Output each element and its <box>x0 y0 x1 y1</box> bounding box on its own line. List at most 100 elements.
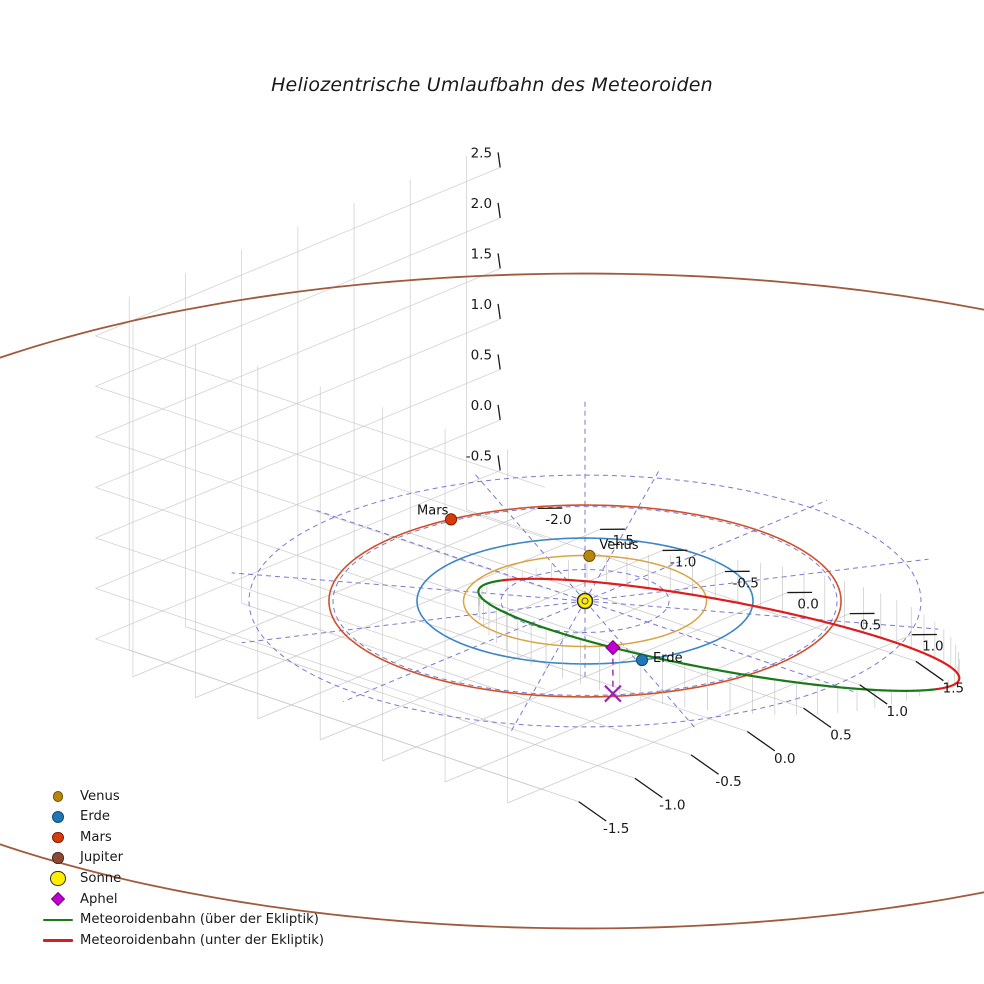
legend-item-meteoroidenbahn[interactable]: Meteoroidenbahn (unter der Ekliptik) <box>36 930 324 951</box>
legend-line-swatch <box>36 918 80 922</box>
axis-tick <box>859 684 888 705</box>
dot-marker-icon <box>52 790 64 802</box>
y-axis-tick-label: -1.0 <box>659 798 685 814</box>
polar-grid <box>231 399 939 734</box>
legend-item-label: Meteoroidenbahn (unter der Ekliptik) <box>80 932 325 948</box>
polar-grid-ray <box>241 600 586 644</box>
axis-tick <box>497 354 501 370</box>
legend-item-label: Meteoroidenbahn (über der Ekliptik) <box>80 912 319 928</box>
legend-item-label: Aphel <box>80 891 118 907</box>
legend: Venus Erde Mars Jupiter Sonne Aphel Meteoroide… <box>36 786 324 951</box>
y-axis-tick-label: 1.5 <box>943 681 964 697</box>
legend-item-meteoroidenbahn[interactable]: Meteoroidenbahn (über der Ekliptik) <box>36 910 324 931</box>
x-axis-tick-label: 0.5 <box>860 617 881 633</box>
legend-item-label: Venus <box>80 788 120 804</box>
z-axis-tick-label: 0.0 <box>471 398 492 414</box>
y-axis-tick-label: -1.5 <box>603 821 629 837</box>
pane-gridline <box>410 532 860 686</box>
polar-grid-ray <box>343 600 586 703</box>
orbit-marsbahn <box>328 504 842 698</box>
polar-grid-ray <box>316 509 586 602</box>
body-label-erde: Erde <box>653 651 683 666</box>
z-axis-tick-label: -0.5 <box>466 448 492 464</box>
polar-grid-ray <box>584 468 661 602</box>
legend-item-sonne[interactable]: Sonne <box>36 868 324 889</box>
y-axis-tick-label: 1.0 <box>886 704 907 720</box>
pane-gridline <box>241 602 692 756</box>
z-axis-tick-label: 0.5 <box>471 347 492 363</box>
z-axis-tick-label: 2.0 <box>471 196 492 212</box>
axis-tick <box>578 801 607 822</box>
orbit-jupiterbahn <box>0 272 984 930</box>
dot-marker-icon <box>50 871 66 887</box>
legend-item-erde[interactable]: Erde <box>36 807 324 828</box>
polar-grid-ray <box>584 499 827 602</box>
body-label-venus: Venus <box>599 538 638 553</box>
x-axis-tick-label: -1.5 <box>608 533 634 549</box>
grid-back <box>95 156 917 804</box>
line-swatch-icon <box>43 939 73 942</box>
diamond-marker-icon <box>50 892 66 907</box>
axis-tick <box>497 404 501 421</box>
marker-erde <box>635 653 649 667</box>
polar-grid-ray <box>584 558 929 602</box>
polar-grid-ray <box>509 600 586 734</box>
legend-item-aphel[interactable]: Aphel <box>36 889 324 910</box>
sun-inner-ring <box>581 597 589 605</box>
chart-title: Heliozentrische Umlaufbahn des Meteoroid… <box>271 74 713 96</box>
axis-tick <box>497 455 501 471</box>
legend-item-label: Erde <box>80 809 111 825</box>
legend-item-mars[interactable]: Mars <box>36 827 324 848</box>
axis-tick <box>746 730 776 752</box>
x-axis-tick-label: 1.0 <box>922 638 943 654</box>
marker-venus <box>583 549 596 563</box>
z-axis-tick-label: 1.5 <box>471 246 492 262</box>
legend-item-jupiter[interactable]: Jupiter <box>36 848 324 869</box>
legend-dot-swatch <box>36 810 80 823</box>
legend-dot-swatch <box>36 831 80 844</box>
polar-grid-ray <box>584 600 854 693</box>
legend-item-venus[interactable]: Venus <box>36 786 324 807</box>
z-axis-tick-label: 2.5 <box>471 145 492 161</box>
dot-marker-icon <box>52 831 64 844</box>
legend-dot-swatch <box>36 790 80 802</box>
pane-gridline <box>297 579 748 732</box>
polar-grid-circle <box>332 506 838 696</box>
dot-marker-icon <box>51 810 65 823</box>
z-axis-tick-label: 1.0 <box>471 297 492 313</box>
dot-marker-icon <box>52 852 64 864</box>
y-axis-tick-label: 0.5 <box>830 727 851 743</box>
axis-tick <box>497 253 501 269</box>
axis-tick <box>497 152 501 168</box>
pane-gridline <box>353 556 804 709</box>
legend-item-label: Jupiter <box>80 850 123 866</box>
body-label-mars: Mars <box>417 503 449 518</box>
axis-tick <box>634 777 663 799</box>
axis-tick <box>915 660 944 682</box>
aphel-marker <box>605 639 621 656</box>
orbit-venusbahn <box>462 554 708 648</box>
pane-gridline <box>129 649 579 803</box>
legend-diamond-swatch <box>36 892 80 907</box>
x-axis-tick-label: -1.0 <box>670 554 696 570</box>
y-axis-tick-label: 0.0 <box>774 751 795 767</box>
line-swatch-icon <box>43 918 73 922</box>
axis-tick <box>803 707 832 729</box>
legend-dot-swatch <box>36 852 80 864</box>
orbit-erdbahn <box>416 537 754 665</box>
axis-tick <box>497 202 501 219</box>
legend-item-label: Mars <box>80 829 112 845</box>
pane-gridline <box>466 509 917 662</box>
pane-gridline <box>185 626 636 779</box>
axis-tick <box>497 303 501 320</box>
y-axis-tick-label: -0.5 <box>715 774 741 790</box>
legend-line-swatch <box>36 939 80 942</box>
x-axis-tick-label: 0.0 <box>797 596 818 612</box>
x-axis-tick-label: -0.5 <box>732 575 758 591</box>
axis-tick <box>690 754 719 775</box>
aphel-projection-x-marker <box>604 684 622 703</box>
axis-ticks: -0.5 0.0 0.5 1.0 1.5 2.0 2.5 -2.0 -1.5 -1.0 -0.5 0.… <box>466 145 964 837</box>
x-axis-tick-label: -2.0 <box>545 512 571 528</box>
